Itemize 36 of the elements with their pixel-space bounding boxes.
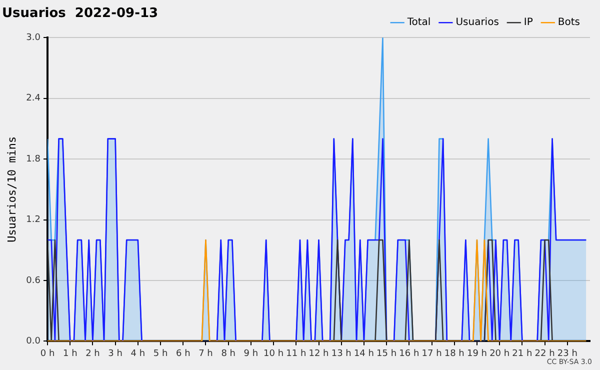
legend-label: Total	[406, 17, 431, 28]
x-tick-label: 13 h	[331, 348, 352, 359]
x-tick-label: 19 h	[466, 348, 487, 359]
x-tick-label: 0 h	[40, 348, 55, 359]
x-tick-label: 12 h	[308, 348, 329, 359]
legend-label: IP	[524, 17, 533, 28]
x-tick-label: 21 h	[512, 348, 532, 359]
x-tick-label: 16 h	[399, 348, 420, 359]
y-tick-label: 2.4	[26, 94, 41, 104]
x-tick-label: 18 h	[444, 348, 464, 359]
x-tick-label: 10 h	[264, 348, 284, 359]
y-tick-label: 0.0	[26, 336, 41, 347]
y-tick-label: 0.6	[26, 276, 41, 286]
x-tick-label: 14 h	[354, 348, 374, 359]
y-axis-title: Usuarios/10 mins	[5, 136, 18, 242]
x-tick-label: 17 h	[422, 348, 442, 359]
x-tick-label: 15 h	[376, 348, 397, 359]
x-tick-label: 9 h	[244, 348, 258, 359]
x-tick-label: 23 h	[557, 348, 578, 359]
x-tick-label: 11 h	[286, 348, 306, 359]
x-tick-label: 22 h	[534, 348, 555, 359]
x-tick-label: 20 h	[490, 348, 510, 359]
x-tick-label: 7 h	[198, 348, 213, 359]
x-tick-label: 8 h	[221, 348, 236, 359]
chart-title: Usuarios 2022-09-13	[2, 6, 158, 22]
legend-label: Usuarios	[456, 17, 499, 28]
x-tick-label: 1 h	[62, 348, 78, 359]
y-tick-label: 3.0	[26, 32, 41, 43]
legend-label: Bots	[558, 17, 580, 28]
x-tick-label: 4 h	[130, 348, 146, 359]
x-tick-label: 6 h	[176, 348, 190, 359]
x-tick-label: 2 h	[86, 348, 100, 359]
y-tick-label: 1.8	[26, 154, 41, 164]
x-tick-label: 3 h	[108, 348, 122, 359]
y-tick-label: 1.2	[26, 215, 41, 226]
x-tick-label: 5 h	[153, 348, 168, 359]
